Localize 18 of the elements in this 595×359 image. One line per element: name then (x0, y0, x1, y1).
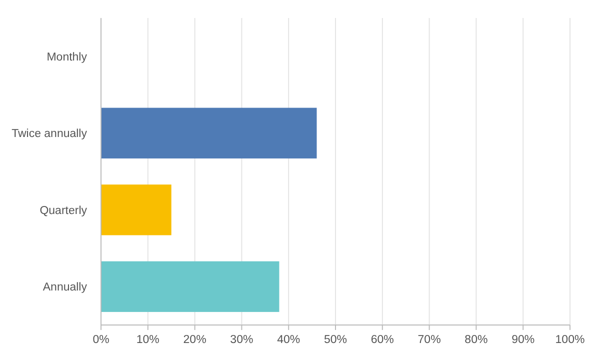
x-tick-label: 40% (277, 334, 300, 346)
x-tick-label: 10% (136, 334, 160, 346)
y-tick-label: Annually (42, 282, 88, 294)
x-tick-label: 70% (418, 334, 441, 346)
x-tick-label: 100% (555, 334, 585, 346)
x-tick-label: 60% (370, 334, 394, 346)
x-tick-label: 0% (92, 334, 110, 346)
x-tick-label: 30% (230, 334, 254, 346)
x-tick-label: 20% (183, 334, 206, 346)
y-tick-label: Twice annually (12, 128, 88, 140)
x-tick-label: 80% (464, 334, 488, 346)
bar (101, 261, 280, 312)
x-tick-label: 50% (324, 334, 348, 346)
bar (101, 108, 317, 158)
y-tick-label: Quarterly (40, 204, 88, 217)
bar (101, 184, 172, 236)
y-tick-label: Monthly (46, 51, 88, 64)
x-tick-label: 90% (512, 334, 535, 346)
